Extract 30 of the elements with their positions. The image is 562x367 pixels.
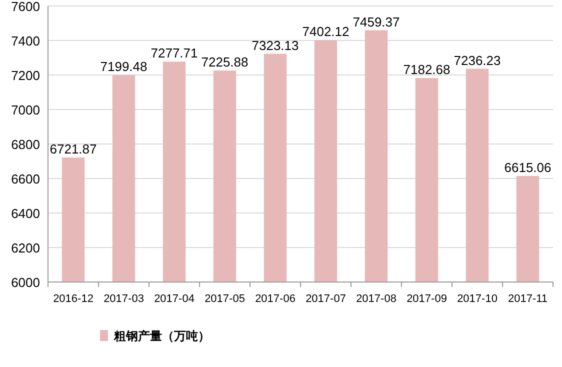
- y-tick-label: 6000: [11, 275, 40, 290]
- x-tick-label: 2017-09: [406, 293, 447, 305]
- y-tick-label: 6400: [11, 206, 40, 221]
- x-tick-label: 2017-06: [255, 293, 296, 305]
- data-label: 7323.13: [252, 38, 299, 53]
- x-tick-label: 2017-03: [104, 293, 144, 305]
- data-label: 7182.68: [403, 62, 450, 77]
- data-label: 7277.71: [150, 46, 198, 61]
- y-tick-label: 7600: [11, 0, 40, 14]
- y-tick-label: 6200: [11, 240, 40, 256]
- data-label: 7236.23: [454, 52, 501, 68]
- data-label: 7199.48: [100, 59, 148, 74]
- x-tick-label: 2017-04: [154, 293, 194, 305]
- data-label: 7402.12: [302, 24, 350, 40]
- data-label: 6615.06: [504, 160, 552, 175]
- data-label: 6721.87: [50, 141, 97, 156]
- data-label: 7225.88: [201, 54, 248, 70]
- x-tick-label: 2017-05: [204, 293, 245, 305]
- x-tick-label: 2017-11: [508, 293, 548, 305]
- y-tick-label: 7000: [11, 102, 40, 118]
- x-tick-label: 2016-12: [53, 293, 94, 305]
- y-tick-label: 6800: [11, 137, 40, 152]
- y-tick-label: 7200: [11, 68, 40, 83]
- legend-label: 粗钢产量（万吨）: [113, 329, 210, 343]
- data-label: 7459.37: [352, 14, 400, 30]
- x-tick-label: 2017-10: [457, 293, 498, 305]
- y-tick-label: 6600: [11, 172, 40, 186]
- y-tick-label: 7400: [11, 34, 40, 48]
- x-tick-label: 2017-07: [306, 293, 346, 305]
- x-tick-label: 2017-08: [356, 293, 396, 305]
